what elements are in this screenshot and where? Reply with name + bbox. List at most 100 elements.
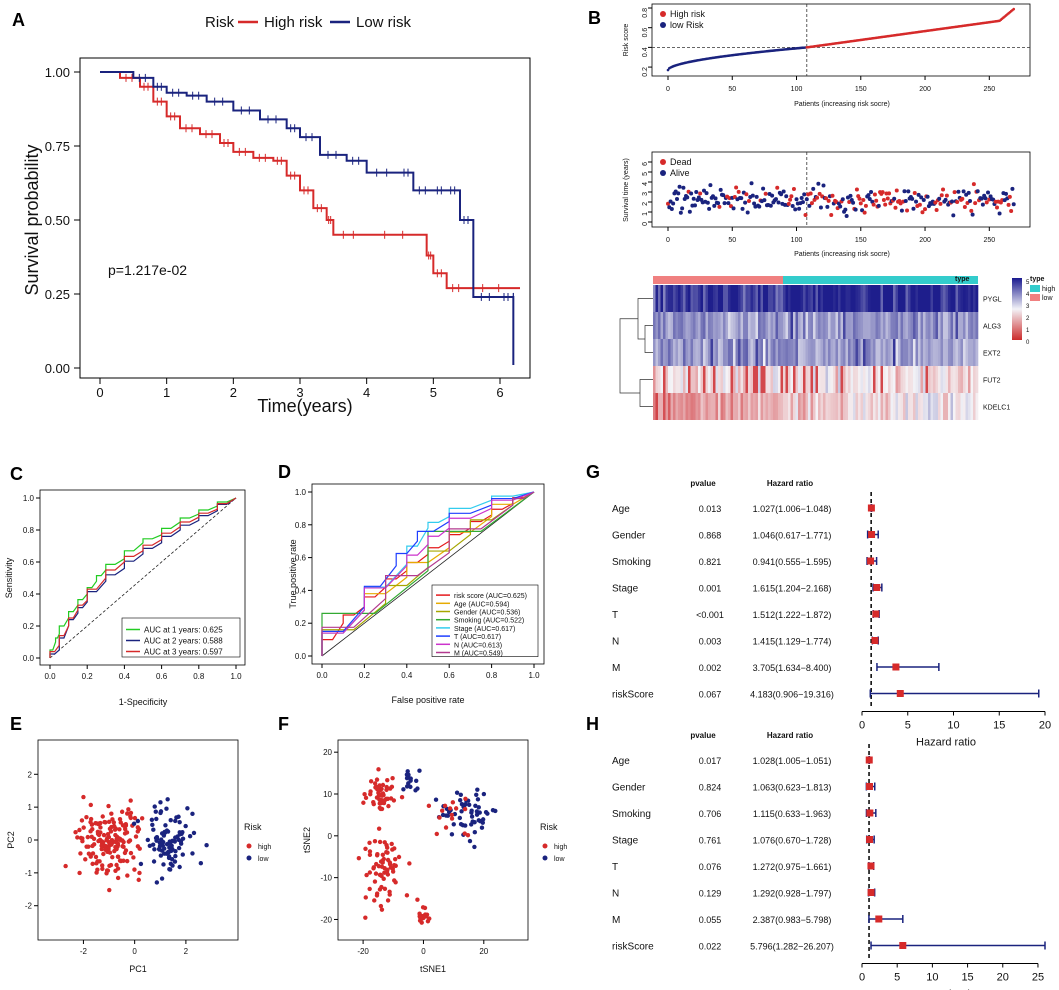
- high-point: [128, 798, 133, 803]
- heatmap-cell: [770, 312, 774, 339]
- time-ytick-label: 5: [642, 172, 649, 176]
- heatmap-cell: [663, 393, 666, 420]
- heatmap-cell: [818, 366, 821, 393]
- dead-point: [960, 196, 965, 201]
- high-point: [415, 897, 420, 902]
- heatmap-cell: [760, 339, 764, 366]
- time-xtick-label: 0: [666, 237, 670, 244]
- high-point: [128, 850, 134, 856]
- heatmap-cell: [730, 285, 734, 312]
- heatmap-cell: [818, 285, 821, 312]
- heatmap-cell: [973, 393, 976, 420]
- forest-hr-point: [865, 756, 873, 764]
- low-point: [478, 818, 483, 824]
- heatmap-cell: [913, 285, 916, 312]
- dead-point: [717, 204, 722, 209]
- heatmap-cell: [673, 285, 676, 312]
- alive-point: [696, 195, 701, 200]
- heatmap-cell: [853, 285, 856, 312]
- heatmap-cell: [710, 339, 714, 366]
- alive-point: [869, 189, 874, 194]
- heatmap-cell: [720, 366, 724, 393]
- heatmap-cell: [655, 312, 659, 339]
- heatmap-cell: [705, 393, 709, 420]
- alive-point: [721, 193, 726, 198]
- heatmap-cell: [835, 366, 839, 393]
- heatmap-cell: [690, 366, 694, 393]
- high-point: [450, 800, 456, 805]
- time-legend-dead-dot: [660, 159, 666, 165]
- heatmap-cell: [753, 366, 756, 393]
- forest-xtick-label: 0: [859, 720, 865, 732]
- heatmap-cell: [903, 366, 906, 393]
- forest-row-pvalue: 0.022: [699, 942, 722, 952]
- alive-point: [701, 188, 706, 193]
- heatmap-cell: [758, 393, 761, 420]
- heatmap-cell: [755, 285, 759, 312]
- alive-point: [768, 203, 773, 208]
- low-point: [135, 818, 141, 824]
- heatmap-cell: [848, 312, 851, 339]
- high-point: [81, 825, 86, 830]
- dendro-branch: [639, 379, 653, 407]
- roc-legend-label: AUC at 1 years: 0.625: [144, 626, 223, 635]
- heatmap-cell: [928, 339, 931, 366]
- heatmap-cell: [903, 285, 906, 312]
- heatmap-cell: [755, 339, 759, 366]
- alive-point: [674, 196, 679, 201]
- heatmap-cell: [768, 339, 771, 366]
- high-point: [404, 893, 410, 898]
- heatmap-cell: [820, 393, 824, 420]
- high-point: [77, 827, 82, 833]
- heatmap-cell: [958, 312, 961, 339]
- heatmap-cell: [823, 312, 826, 339]
- high-point: [367, 886, 372, 892]
- low-point: [154, 836, 160, 842]
- heatmap-cell: [668, 366, 671, 393]
- heatmap-cell: [853, 366, 856, 393]
- heatmap-cell: [958, 339, 961, 366]
- risk-legend-low-dot: [660, 22, 666, 28]
- heatmap-cell: [883, 366, 886, 393]
- heatmap-cell: [825, 339, 829, 366]
- heatmap-cell: [963, 285, 966, 312]
- time-legend-dead-label: Dead: [670, 157, 692, 167]
- dead-point: [1009, 208, 1014, 213]
- alive-point: [853, 207, 858, 212]
- heatmap-cell: [920, 312, 924, 339]
- km-xtick-label: 3: [296, 385, 303, 400]
- high-point: [443, 825, 449, 830]
- heatmap-cell: [720, 312, 724, 339]
- heatmap-cell: [753, 285, 756, 312]
- low-point: [164, 828, 170, 833]
- roc-legend-label: Age (AUC=0.594): [454, 601, 509, 608]
- heatmap-cell: [945, 285, 949, 312]
- roc-xtick-label: 0.4: [119, 672, 131, 681]
- forest-row-label: Gender: [612, 531, 646, 542]
- alive-point: [916, 192, 921, 197]
- heatmap-cell: [718, 393, 721, 420]
- heatmap-cell: [873, 393, 876, 420]
- low-point: [157, 844, 163, 849]
- high-point: [96, 838, 101, 844]
- heatmap-cell: [948, 393, 951, 420]
- scatter-ytick-label: 10: [323, 790, 332, 799]
- heatmap-gene-labels: PYGL ALG3 EXT2 FUT2 KDELC1: [983, 297, 1010, 412]
- heatmap-cell: [775, 339, 779, 366]
- km-xtick-label: 4: [363, 385, 370, 400]
- heatmap-cell: [833, 312, 836, 339]
- heatmap-cell: [910, 339, 914, 366]
- heatmap-cell: [848, 339, 851, 366]
- forest-row-label: Age: [612, 504, 630, 515]
- heatmap-cell: [758, 285, 761, 312]
- heatmap-cell: [925, 393, 929, 420]
- low-point: [180, 852, 185, 857]
- alive-point: [903, 199, 908, 204]
- panel-letter-b: B: [588, 8, 601, 28]
- heatmap-cell: [665, 312, 669, 339]
- heatmap-cell: [920, 393, 924, 420]
- risk-score-point: [1012, 7, 1016, 11]
- dead-point: [744, 192, 749, 197]
- low-point: [446, 809, 452, 815]
- heatmap-cell: [848, 285, 851, 312]
